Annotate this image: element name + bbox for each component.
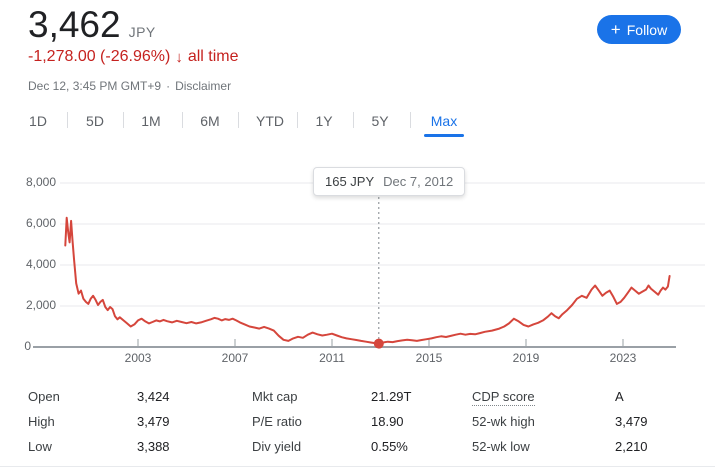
x-axis-label: 2011 — [319, 351, 345, 365]
x-axis-label: 2019 — [512, 351, 540, 365]
tab-1d[interactable]: 1D — [29, 113, 47, 129]
tooltip-price: 165 JPY — [325, 174, 375, 189]
tab-divider — [410, 112, 411, 128]
tab-divider — [182, 112, 183, 128]
price-header: 3,462 JPY — [28, 4, 156, 46]
disclaimer-link[interactable]: Disclaimer — [175, 79, 232, 93]
price-change-row: -1,278.00 (-26.96%) ↓ all time — [28, 48, 239, 66]
stat-value-div-yield: 0.55% — [371, 439, 408, 454]
stat-label-div-yield: Div yield — [252, 439, 302, 454]
stat-value-open: 3,424 — [137, 389, 170, 404]
tab-ytd[interactable]: YTD — [256, 113, 284, 129]
tab-divider — [123, 112, 124, 128]
stat-label-52-wk-low: 52-wk low — [472, 439, 530, 454]
x-axis-label: 2003 — [124, 351, 152, 365]
quote-timestamp: Dec 12, 3:45 PM GMT+9 — [28, 79, 162, 93]
tab-5d[interactable]: 5D — [86, 113, 104, 129]
tab-1m[interactable]: 1M — [141, 113, 161, 129]
tab-divider — [353, 112, 354, 128]
stat-label-open: Open — [28, 389, 60, 404]
y-axis-label: 6,000 — [25, 216, 56, 230]
tab-1y[interactable]: 1Y — [315, 113, 333, 129]
stat-label-p-e-ratio: P/E ratio — [252, 414, 302, 429]
x-axis-label: 2023 — [609, 351, 637, 365]
stat-value-p-e-ratio: 18.90 — [371, 414, 404, 429]
selected-tab-underline — [424, 134, 464, 137]
stat-value-52-wk-high: 3,479 — [615, 414, 648, 429]
tab-divider — [297, 112, 298, 128]
tab-6m[interactable]: 6M — [200, 113, 220, 129]
price-change-period: all time — [187, 48, 239, 65]
plus-icon: + — [610, 19, 621, 39]
x-axis-label: 2015 — [415, 351, 443, 365]
tab-5y[interactable]: 5Y — [371, 113, 389, 129]
bottom-divider — [0, 466, 715, 467]
current-price: 3,462 — [28, 4, 121, 45]
stat-value-high: 3,479 — [137, 414, 170, 429]
stat-label-low: Low — [28, 439, 52, 454]
separator-dot: · — [166, 79, 171, 93]
quote-timestamp-row: Dec 12, 3:45 PM GMT+9 · Disclaimer — [28, 79, 231, 93]
tooltip-date: Dec 7, 2012 — [383, 174, 454, 189]
tab-divider — [67, 112, 68, 128]
y-axis-label: 4,000 — [25, 257, 56, 271]
follow-button-label: Follow — [626, 21, 668, 38]
stat-label-high: High — [28, 414, 55, 429]
stat-value-low: 3,388 — [137, 439, 170, 454]
stat-value-mkt-cap: 21.29T — [371, 389, 412, 404]
chart-tooltip: 165 JPY Dec 7, 2012 — [313, 167, 466, 196]
stat-label-52-wk-high: 52-wk high — [472, 414, 535, 429]
y-axis-label: 2,000 — [25, 298, 56, 312]
follow-button[interactable]: + Follow — [597, 15, 681, 44]
arrow-down-icon: ↓ — [175, 48, 183, 66]
x-axis-label: 2007 — [221, 351, 249, 365]
stat-value-52-wk-low: 2,210 — [615, 439, 648, 454]
currency-label: JPY — [128, 24, 156, 40]
y-axis-label: 0 — [24, 339, 31, 353]
tab-max[interactable]: Max — [430, 113, 458, 129]
stat-value-cdp-score: A — [615, 389, 624, 404]
price-change-value: -1,278.00 (-26.96%) — [28, 48, 171, 65]
y-axis-label: 8,000 — [25, 175, 56, 189]
tab-divider — [238, 112, 239, 128]
stat-label-mkt-cap: Mkt cap — [252, 389, 298, 404]
stat-label-cdp-score[interactable]: CDP score — [472, 389, 535, 406]
